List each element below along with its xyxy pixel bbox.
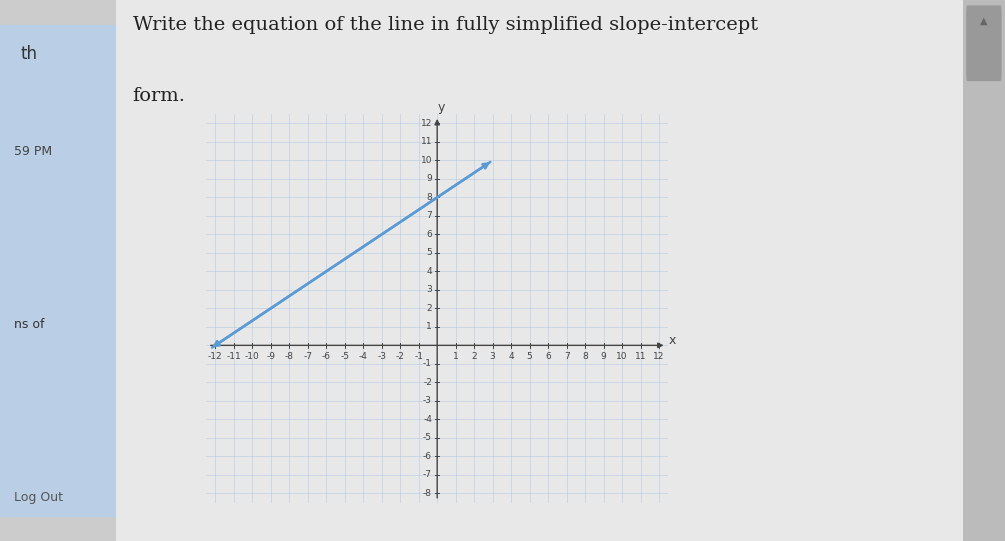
Text: 4: 4 (509, 352, 514, 361)
Text: 11: 11 (420, 137, 432, 147)
Text: 6: 6 (426, 230, 432, 239)
Text: 6: 6 (546, 352, 551, 361)
Text: 59 PM: 59 PM (14, 145, 52, 158)
Text: 11: 11 (635, 352, 646, 361)
Text: -7: -7 (423, 470, 432, 479)
Text: -5: -5 (423, 433, 432, 443)
Text: 9: 9 (426, 174, 432, 183)
Text: -12: -12 (208, 352, 222, 361)
Text: form.: form. (133, 87, 186, 104)
Text: -10: -10 (245, 352, 259, 361)
Text: ns of: ns of (14, 318, 44, 331)
Text: 12: 12 (653, 352, 664, 361)
Text: 7: 7 (564, 352, 570, 361)
Text: -2: -2 (396, 352, 405, 361)
Text: 8: 8 (582, 352, 588, 361)
Text: -5: -5 (341, 352, 349, 361)
Text: -6: -6 (322, 352, 331, 361)
Text: 10: 10 (420, 156, 432, 165)
Text: 8: 8 (426, 193, 432, 202)
Text: 3: 3 (426, 286, 432, 294)
Text: Write the equation of the line in fully simplified slope-intercept: Write the equation of the line in fully … (133, 16, 758, 34)
Text: 12: 12 (421, 119, 432, 128)
Text: -6: -6 (423, 452, 432, 461)
Text: 1: 1 (426, 322, 432, 331)
Text: -1: -1 (423, 359, 432, 368)
Text: -7: -7 (304, 352, 313, 361)
Text: -4: -4 (423, 415, 432, 424)
Text: x: x (668, 334, 675, 347)
Text: 1: 1 (453, 352, 458, 361)
Text: y: y (438, 101, 445, 114)
Text: -3: -3 (377, 352, 386, 361)
Text: ▲: ▲ (980, 16, 988, 26)
FancyBboxPatch shape (966, 5, 1002, 81)
Text: 3: 3 (489, 352, 495, 361)
Text: -3: -3 (423, 397, 432, 405)
Text: 2: 2 (426, 304, 432, 313)
Text: -2: -2 (423, 378, 432, 387)
Text: 7: 7 (426, 212, 432, 220)
Text: -9: -9 (266, 352, 275, 361)
Text: -1: -1 (414, 352, 423, 361)
Text: -4: -4 (359, 352, 368, 361)
Text: -8: -8 (284, 352, 293, 361)
Text: 5: 5 (527, 352, 533, 361)
Text: 10: 10 (616, 352, 628, 361)
Text: -11: -11 (226, 352, 241, 361)
Text: 5: 5 (426, 248, 432, 258)
Text: th: th (21, 45, 38, 63)
Text: 2: 2 (471, 352, 477, 361)
Text: 4: 4 (426, 267, 432, 276)
Text: 9: 9 (601, 352, 606, 361)
Text: Log Out: Log Out (14, 491, 63, 504)
Text: -8: -8 (423, 489, 432, 498)
